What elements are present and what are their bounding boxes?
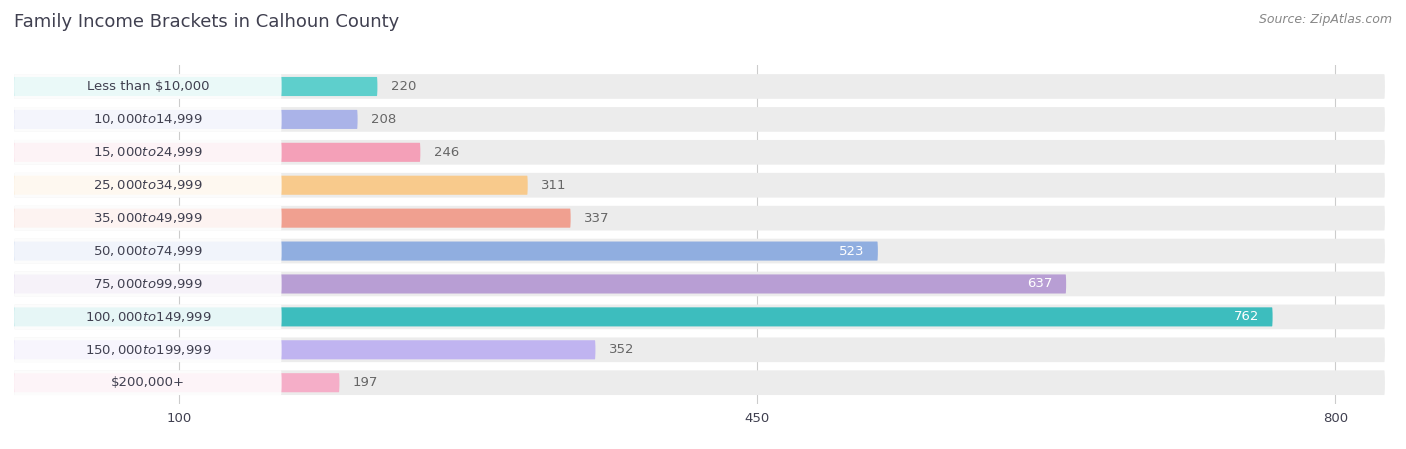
FancyBboxPatch shape bbox=[14, 304, 1385, 329]
FancyBboxPatch shape bbox=[14, 176, 527, 195]
FancyBboxPatch shape bbox=[14, 140, 281, 165]
FancyBboxPatch shape bbox=[14, 370, 281, 395]
Text: 311: 311 bbox=[541, 179, 567, 192]
FancyBboxPatch shape bbox=[14, 274, 1066, 294]
FancyBboxPatch shape bbox=[14, 239, 281, 264]
FancyBboxPatch shape bbox=[14, 338, 281, 362]
Text: $50,000 to $74,999: $50,000 to $74,999 bbox=[93, 244, 202, 258]
Text: Source: ZipAtlas.com: Source: ZipAtlas.com bbox=[1258, 13, 1392, 26]
FancyBboxPatch shape bbox=[14, 373, 339, 392]
FancyBboxPatch shape bbox=[14, 370, 1385, 395]
Text: 337: 337 bbox=[583, 211, 609, 224]
FancyBboxPatch shape bbox=[14, 239, 1385, 264]
FancyBboxPatch shape bbox=[14, 272, 281, 296]
Text: 523: 523 bbox=[839, 245, 865, 258]
Text: 197: 197 bbox=[353, 376, 378, 389]
FancyBboxPatch shape bbox=[14, 143, 420, 162]
Text: Family Income Brackets in Calhoun County: Family Income Brackets in Calhoun County bbox=[14, 13, 399, 31]
FancyBboxPatch shape bbox=[14, 140, 1385, 165]
FancyBboxPatch shape bbox=[14, 173, 1385, 198]
FancyBboxPatch shape bbox=[14, 206, 1385, 230]
Text: $150,000 to $199,999: $150,000 to $199,999 bbox=[84, 343, 211, 357]
Text: 352: 352 bbox=[609, 343, 634, 357]
FancyBboxPatch shape bbox=[14, 74, 1385, 99]
Text: $10,000 to $14,999: $10,000 to $14,999 bbox=[93, 112, 202, 127]
Text: $200,000+: $200,000+ bbox=[111, 376, 184, 389]
Text: 762: 762 bbox=[1234, 310, 1260, 323]
FancyBboxPatch shape bbox=[14, 338, 1385, 362]
Text: 208: 208 bbox=[371, 113, 396, 126]
Text: $15,000 to $24,999: $15,000 to $24,999 bbox=[93, 145, 202, 159]
Text: Less than $10,000: Less than $10,000 bbox=[87, 80, 209, 93]
Text: $35,000 to $49,999: $35,000 to $49,999 bbox=[93, 211, 202, 225]
FancyBboxPatch shape bbox=[14, 206, 281, 230]
FancyBboxPatch shape bbox=[14, 77, 377, 96]
FancyBboxPatch shape bbox=[14, 304, 281, 329]
Text: 637: 637 bbox=[1028, 277, 1053, 291]
FancyBboxPatch shape bbox=[14, 272, 1385, 296]
Text: 220: 220 bbox=[391, 80, 416, 93]
FancyBboxPatch shape bbox=[14, 173, 281, 198]
Text: 246: 246 bbox=[433, 146, 458, 159]
FancyBboxPatch shape bbox=[14, 340, 595, 359]
FancyBboxPatch shape bbox=[14, 242, 877, 260]
FancyBboxPatch shape bbox=[14, 107, 281, 132]
FancyBboxPatch shape bbox=[14, 107, 1385, 132]
Text: $25,000 to $34,999: $25,000 to $34,999 bbox=[93, 178, 202, 192]
FancyBboxPatch shape bbox=[14, 74, 281, 99]
Text: $75,000 to $99,999: $75,000 to $99,999 bbox=[93, 277, 202, 291]
FancyBboxPatch shape bbox=[14, 110, 357, 129]
Text: $100,000 to $149,999: $100,000 to $149,999 bbox=[84, 310, 211, 324]
FancyBboxPatch shape bbox=[14, 209, 571, 228]
FancyBboxPatch shape bbox=[14, 307, 1272, 326]
